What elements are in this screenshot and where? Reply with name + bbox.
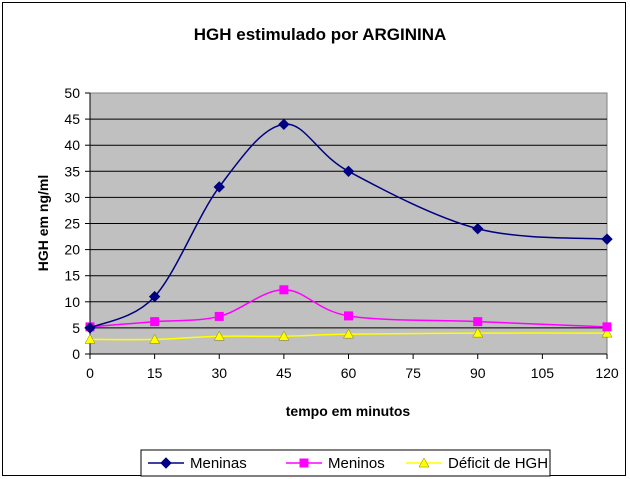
data-point-d-ficit-de-hgh [84,333,96,344]
axes [89,93,607,355]
data-point-meninas [84,322,96,334]
data-point-meninas [148,290,161,303]
data-point-meninos [214,311,224,321]
y-tick-label: 5 [72,320,80,336]
x-tick-label: 120 [595,365,619,381]
y-tick-label: 30 [64,189,80,205]
gridlines [85,92,608,359]
data-point-d-ficit-de-hgh [601,327,613,338]
series-group [84,118,613,344]
y-tick-label: 35 [64,163,80,179]
x-tick-label: 105 [531,365,555,381]
data-point-d-ficit-de-hgh [472,327,484,338]
x-tick-labels: 0 15 30 45 60 75 90 105 120 [86,365,619,381]
y-tick-label: 10 [64,294,80,310]
data-point-meninas [601,233,613,245]
y-tick-label: 50 [64,85,80,101]
chart-title: HGH estimulado por ARGININA [194,25,447,44]
x-axis-label: tempo em minutos [286,403,411,419]
y-tick-label: 15 [64,268,80,284]
data-point-meninos [344,311,353,321]
x-tick-label: 60 [341,365,357,381]
data-point-meninos [279,285,289,295]
data-point-meninos [473,317,483,327]
data-point-d-ficit-de-hgh [149,333,161,344]
data-point-d-ficit-de-hgh [343,328,354,339]
legend-label-d-ficit-de-hgh: Déficit de HGH [448,455,548,472]
y-tick-label: 20 [64,242,80,258]
data-point-meninas [213,181,225,193]
x-tick-label: 45 [276,365,292,381]
y-tick-labels: 0 5 10 15 20 25 30 35 40 45 50 [64,85,80,362]
y-tick-label: 45 [64,111,80,127]
data-point-meninos [150,317,160,327]
legend-marker-d-ficit-de-hgh [418,457,430,468]
x-tick-label: 15 [147,365,163,381]
y-axis-label: HGH em ng/ml [35,175,51,271]
data-point-meninas [278,118,290,131]
data-point-meninos [602,322,612,332]
data-point-meninas [342,165,355,178]
x-tick-label: 0 [86,365,94,381]
y-tick-label: 0 [72,346,80,362]
legend-box [140,449,551,477]
legend-marker-meninas [160,457,172,469]
legend-label-meninas: Meninas [190,455,247,472]
x-tick-label: 30 [211,365,227,381]
legend-marker-meninos [299,458,309,468]
y-tick-label: 40 [64,137,80,153]
data-point-d-ficit-de-hgh [213,330,225,341]
x-tick-label: 75 [405,365,421,381]
data-point-d-ficit-de-hgh [278,330,290,341]
legend: Meninas Meninos Déficit de HGH [148,455,548,472]
data-point-meninas [472,223,484,235]
legend-label-meninos: Meninos [328,455,385,472]
x-tick-label: 90 [470,365,486,381]
y-tick-label: 25 [64,216,80,232]
